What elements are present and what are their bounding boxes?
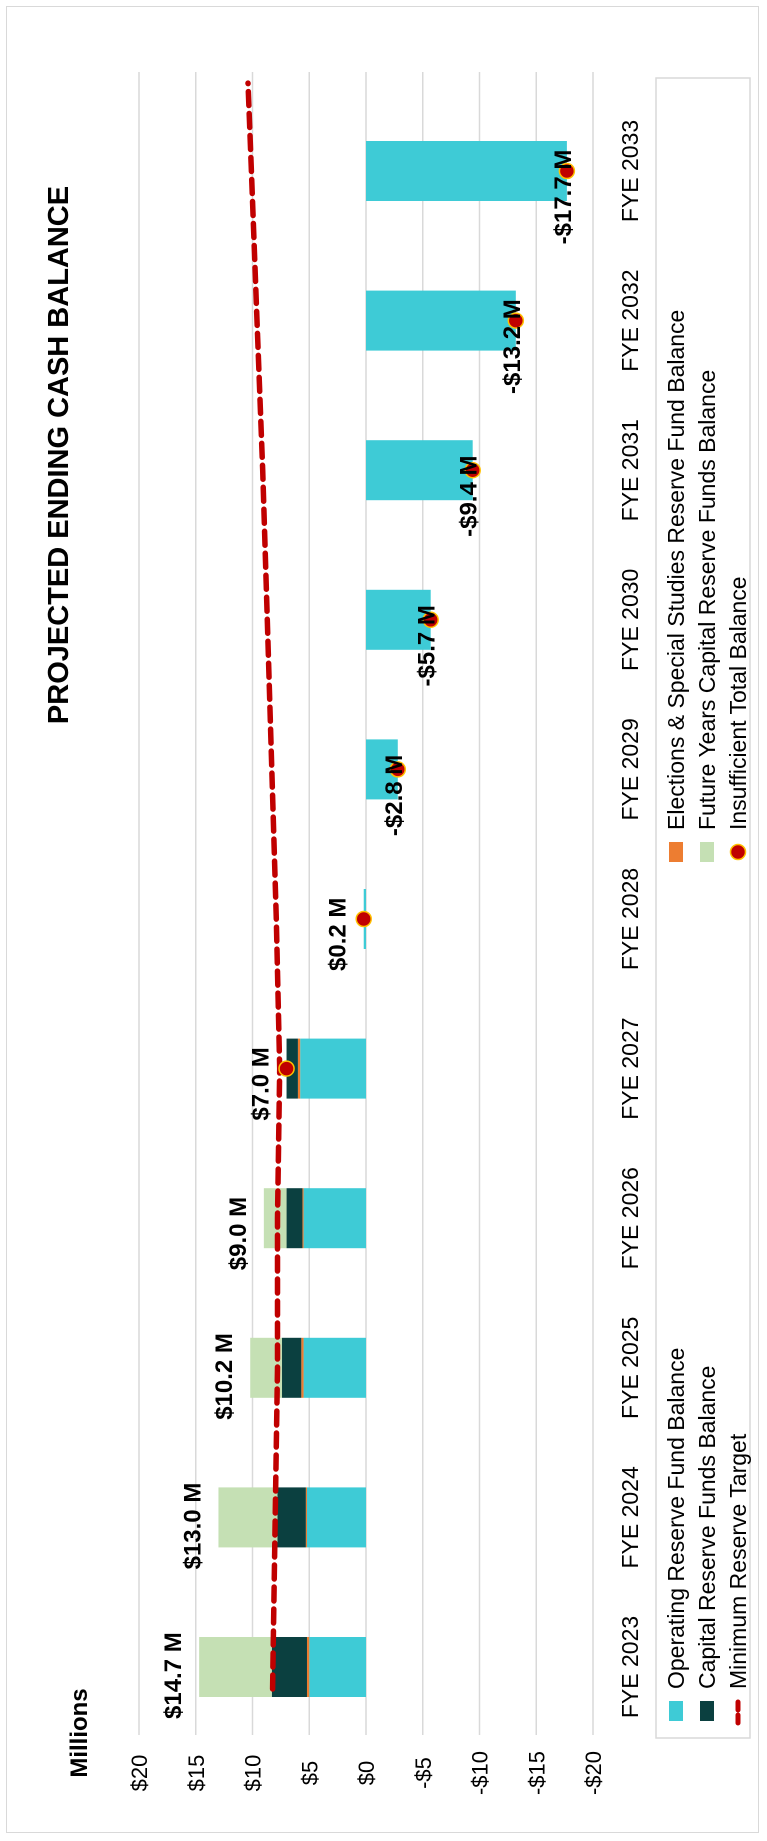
insufficient-balance-marker <box>507 312 525 329</box>
bar-segment <box>366 141 567 201</box>
category-label: FYE 2033 <box>617 120 643 222</box>
legend-box <box>655 77 751 1739</box>
legend-swatch <box>700 842 714 862</box>
category-label: FYE 2029 <box>617 718 643 820</box>
y-tick-labels: $20 $15 $10 $5 $0 -$5 -$10 -$15 -$20 <box>127 1751 606 1795</box>
insufficient-balance-marker <box>389 761 407 778</box>
category-label: FYE 2024 <box>617 1466 643 1568</box>
total-value-labels: $14.7 M $13.0 M $10.2 M $9.0 M $7.0 M $0.2 M -… <box>160 150 577 1719</box>
category-label: FYE 2028 <box>617 868 643 970</box>
category-labels: FYE 2023 FYE 2024 FYE 2025 FYE 2026 FYE 2027… <box>617 120 643 1718</box>
y-tick-label: -$15 <box>524 1751 549 1795</box>
bar-segment <box>199 1637 272 1697</box>
insufficient-balance-marker <box>464 461 481 479</box>
y-tick-label: -$20 <box>581 1751 606 1795</box>
bar-segment <box>305 1487 307 1548</box>
bar-segment <box>301 1337 304 1398</box>
bar-segment <box>306 1637 310 1697</box>
category-label: FYE 2026 <box>617 1167 643 1269</box>
legend-label: Minimum Reserve Target <box>725 1433 751 1689</box>
chart-frame <box>6 6 759 1833</box>
legend-label: Elections & Special Studies Reserve Fund… <box>663 310 689 830</box>
legend-label: Future Years Capital Reserve Funds Balan… <box>694 370 720 830</box>
bar-segment <box>282 1337 302 1398</box>
total-value-label: $10.2 M <box>211 1333 238 1420</box>
bar-segment <box>302 1188 304 1249</box>
chart-title: PROJECTED ENDING CASH BALANCE <box>43 186 75 724</box>
category-label: FYE 2030 <box>617 569 643 671</box>
category-label: FYE 2031 <box>617 419 643 521</box>
y-tick-label: -$5 <box>411 1757 436 1789</box>
minimum-reserve-target-line <box>245 80 283 1692</box>
insufficient-balance-marker <box>355 910 372 928</box>
legend-swatch <box>669 1701 683 1721</box>
bar-segment <box>303 1188 366 1249</box>
bar-segment <box>309 1637 366 1697</box>
legend-dot-marker <box>729 843 747 861</box>
bar-segment <box>366 589 431 650</box>
y-axis-label: Millions <box>66 1688 93 1777</box>
y-tick-label: $0 <box>354 1761 379 1785</box>
legend-swatch <box>669 842 683 862</box>
insufficient-balance-marker <box>278 1060 295 1077</box>
bars <box>199 141 567 1697</box>
y-tick-label: $10 <box>241 1755 266 1792</box>
bar-segment <box>297 1038 301 1099</box>
insufficient-balance-marker <box>422 611 439 629</box>
legend-swatch <box>700 1701 714 1721</box>
total-value-label: -$17.7 M <box>550 150 577 245</box>
bar-segment <box>366 440 473 501</box>
category-label: FYE 2023 <box>617 1616 643 1718</box>
total-value-label: $14.7 M <box>160 1632 187 1719</box>
total-value-label: -$2.8 M <box>381 755 408 836</box>
total-value-label: $9.0 M <box>225 1197 252 1270</box>
bar-segment <box>366 290 516 351</box>
y-tick-label: $20 <box>127 1755 152 1792</box>
y-tick-label: $5 <box>297 1761 322 1785</box>
total-value-label: $13.0 M <box>179 1483 206 1570</box>
category-label: FYE 2025 <box>617 1317 643 1419</box>
legend: Operating Reserve Fund Balance Capital Re… <box>655 77 751 1739</box>
insufficient-balance-markers <box>278 162 576 1077</box>
total-value-label: -$9.4 M <box>456 456 483 537</box>
y-tick-label: $15 <box>184 1755 209 1792</box>
category-label: FYE 2027 <box>617 1017 643 1119</box>
bar-segment <box>303 1337 366 1398</box>
legend-label: Capital Reserve Funds Balance <box>694 1366 720 1689</box>
total-value-label: $7.0 M <box>248 1047 275 1120</box>
legend-label: Insufficient Total Balance <box>725 576 751 830</box>
total-value-label: $0.2 M <box>325 898 352 971</box>
bar-segment <box>218 1487 278 1548</box>
total-value-label: -$13.2 M <box>499 299 526 394</box>
minimum-reserve-target-line <box>245 80 283 1692</box>
bar-segment <box>286 1188 303 1249</box>
bar-segment <box>300 1038 366 1099</box>
category-label: FYE 2032 <box>617 269 643 371</box>
bar-segment <box>277 1487 306 1548</box>
y-tick-label: -$10 <box>468 1751 493 1795</box>
bar-segment <box>306 1487 366 1548</box>
total-value-label: -$5.7 M <box>414 605 441 686</box>
legend-label: Operating Reserve Fund Balance <box>663 1348 689 1689</box>
insufficient-balance-marker <box>558 162 576 180</box>
bar-segment <box>271 1637 307 1697</box>
